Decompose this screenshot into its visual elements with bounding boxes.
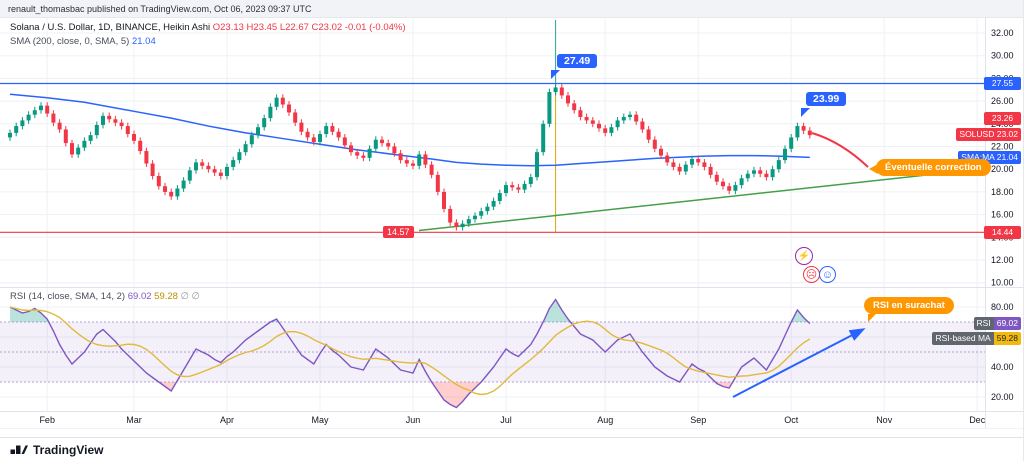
high-line-price-badge: 23.26 (984, 112, 1021, 125)
rsi-axis-label: 80.00 (991, 302, 1014, 312)
rsi-badge-value: 69.02 (993, 317, 1021, 330)
rsi-line (9, 298, 811, 409)
resistance-price-badge: 27.55 (984, 77, 1021, 90)
rsi-ma-indicator-value: 59.28 (154, 291, 178, 302)
time-axis-label: Apr (220, 415, 234, 425)
publish-info-text: renault_thomasbac published on TradingVi… (8, 4, 312, 14)
sma-indicator-value: 21.04 (131, 36, 156, 47)
sad-face-sticker-icon[interactable]: ☹ (803, 266, 820, 283)
time-axis-label: Dec (969, 415, 986, 425)
gridlines (0, 18, 985, 411)
rsi-ma-badge-tag: RSI-based MA (932, 332, 994, 345)
price-axis-label: 22.00 (991, 142, 1014, 152)
trendline[interactable] (418, 167, 991, 232)
rsi-badge-tag: RSI (973, 317, 994, 330)
peak-callout-pointer-icon (551, 70, 560, 79)
rsi-legend[interactable]: RSI (14, close, SMA, 14, 2) 69.02 59.28 … (10, 291, 200, 302)
trend-arrow[interactable] (732, 328, 866, 398)
recent-high-callout[interactable]: 23.99 (806, 92, 847, 106)
time-axis-label: Jul (500, 415, 512, 425)
price-axis-label: 20.00 (991, 164, 1014, 174)
correction-callout-pointer-icon (869, 164, 878, 174)
rsi-indicator-value: 69.02 (127, 291, 152, 302)
rsi-axis-label: 40.00 (991, 362, 1014, 372)
price-axis-label: 12.00 (991, 255, 1014, 265)
rsi-ma-badge-value: 59.28 (993, 332, 1021, 345)
price-axis-label: 16.00 (991, 210, 1014, 220)
price-axis-label: 26.00 (991, 96, 1014, 106)
price-axis-label: 30.00 (991, 51, 1014, 61)
recent-high-callout-pointer-icon (801, 108, 810, 117)
happy-face-sticker-icon[interactable]: ☺ (819, 266, 836, 283)
price-axis-label: 10.00 (991, 278, 1014, 288)
rsi-overbought-callout[interactable]: RSI en surachat (864, 297, 954, 314)
correction-callout[interactable]: Éventuelle correction (876, 159, 991, 176)
time-axis-label: May (311, 415, 329, 425)
time-axis-label: Mar (126, 415, 142, 425)
rsi-ma-value-badge: RSI-based MA 59.28 (932, 332, 1021, 345)
sma-indicator-label: SMA (200, close, 0, SMA, 5) (10, 36, 130, 47)
publish-info-bar: renault_thomasbac published on TradingVi… (0, 0, 1023, 18)
rsi-axis-label: 20.00 (991, 392, 1014, 402)
sma-200-line[interactable] (9, 93, 810, 167)
last-price-badge: SOLUSD 23.02 (956, 128, 1021, 141)
price-axis-label: 18.00 (991, 187, 1014, 197)
time-axis-label: Feb (39, 415, 55, 425)
time-axis-label: Aug (597, 415, 613, 425)
symbol-title: Solana / U.S. Dollar, 1D, BINANCE, Heiki… (10, 22, 211, 33)
peak-price-callout[interactable]: 27.49 (557, 54, 598, 68)
time-axis-label: Jun (406, 415, 421, 425)
support-price-badge: 14.44 (984, 226, 1021, 239)
price-axis-label: 32.00 (991, 28, 1014, 38)
rsi-oversold-fill (10, 382, 810, 408)
rsi-empty-values: ∅ ∅ (180, 291, 200, 302)
candlestick-series (8, 84, 812, 231)
sma-legend[interactable]: SMA (200, close, 0, SMA, 5) 21.04 (10, 36, 156, 47)
rsi-ma-line (9, 306, 811, 396)
time-axis-label: Sep (690, 415, 706, 425)
tradingview-logo-icon[interactable] (10, 443, 28, 457)
lightning-icon[interactable]: ⚡ (795, 247, 813, 265)
footer-bar: TradingView (0, 437, 1023, 461)
rsi-indicator-label: RSI (14, close, SMA, 14, 2) (10, 291, 126, 302)
swing-low-label[interactable]: 14.57 (383, 226, 414, 238)
tradingview-brand-text[interactable]: TradingView (33, 442, 104, 457)
time-axis-label: Nov (876, 415, 893, 425)
ohlc-values: O23.13 H23.45 L22.67 C23.02 -0.01 (-0.04… (212, 22, 406, 33)
time-axis[interactable]: Feb Mar Apr May Jun Jul Aug Sep Oct Nov Dec (39, 415, 985, 425)
rsi-overbought-pointer-icon (868, 314, 876, 322)
projection-curve[interactable] (811, 132, 869, 168)
time-axis-label: Oct (784, 415, 799, 425)
rsi-value-badge: RSI 69.02 (973, 317, 1021, 330)
symbol-legend[interactable]: Solana / U.S. Dollar, 1D, BINANCE, Heiki… (10, 22, 406, 33)
